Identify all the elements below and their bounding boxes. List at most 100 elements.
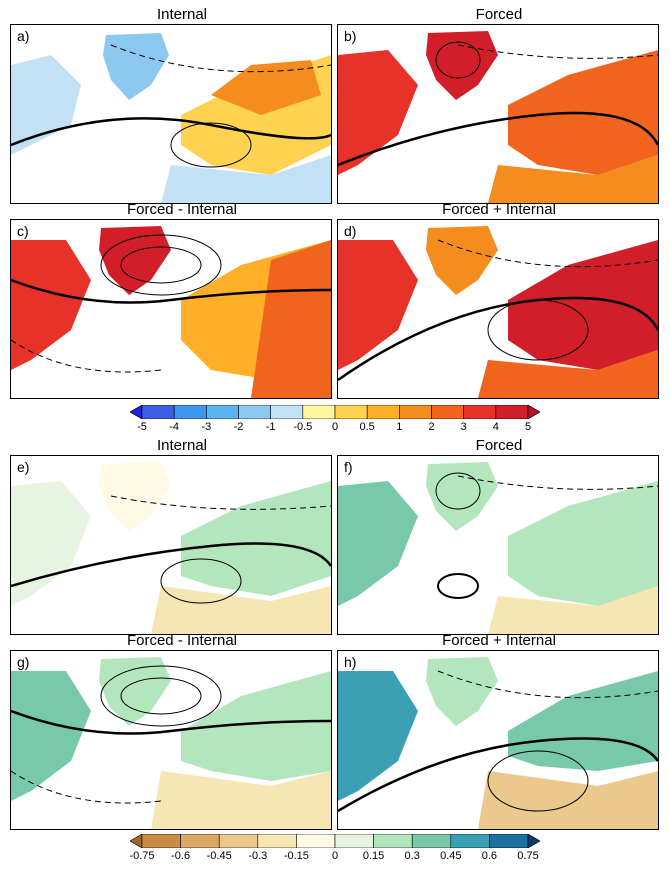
land-north-america	[11, 240, 91, 370]
map-panel-d: d)	[337, 219, 659, 399]
colorbar-temperature-swatch	[527, 404, 541, 420]
panel-tag-e: e)	[15, 459, 32, 475]
colorbar-temperature-swatch	[206, 404, 239, 420]
contour-low	[437, 670, 658, 699]
colorbar-temperature-tick-label: 0	[331, 421, 339, 433]
land-africa	[488, 155, 658, 203]
colorbar-precipitation-tick-label: -0.75	[129, 850, 155, 862]
land-africa	[488, 586, 658, 634]
land-greenland	[99, 226, 171, 295]
land-north-america	[338, 481, 418, 606]
panel-title-g: Forced - Internal	[126, 632, 238, 649]
map-panel-h: h)	[337, 650, 659, 830]
colorbar-precipitation-ticks: -0.75 -0.6 -0.45 -0.3 -0.15 0 0.15 0.3 0.45 0.6 0.…	[129, 850, 540, 864]
colorbar-precipitation-swatch	[527, 833, 541, 849]
contour-greenland	[435, 472, 481, 510]
land-east	[251, 240, 331, 398]
panel-title-b: Forced	[475, 6, 523, 23]
land-europe	[508, 240, 658, 370]
colorbar-precipitation-tick-label: 0.6	[481, 850, 498, 862]
colorbar-precipitation-swatch	[334, 833, 374, 849]
colorbar-temperature-swatch	[270, 404, 304, 420]
land-north-america	[338, 240, 418, 370]
map-panel-a: a)	[10, 24, 332, 204]
map-e	[11, 456, 331, 634]
colorbar-precipitation-swatch	[489, 833, 529, 849]
land-greenland	[99, 657, 171, 726]
colorbar-temperature-tick-label: -0.5	[293, 421, 313, 433]
contour-high	[160, 558, 242, 604]
colorbar-temperature-tick-label: 5	[524, 421, 532, 433]
land-scandinavia	[211, 60, 321, 115]
colorbar-precipitation-tick-label: 0.3	[404, 850, 420, 862]
contour-high	[487, 750, 589, 812]
panel-title-e: Internal	[156, 437, 208, 454]
colorbar-temperature-swatch	[141, 404, 175, 420]
colorbar-temperature-swatch	[366, 404, 400, 420]
map-panel-b: b)	[337, 24, 659, 204]
land-north-america	[11, 671, 91, 801]
land-north-america	[11, 55, 81, 155]
map-g	[11, 651, 331, 829]
colorbar-temperature-swatch	[495, 404, 529, 420]
colorbar-temperature-tick-label: -1	[265, 421, 276, 433]
colorbar-temperature-swatch	[302, 404, 336, 420]
colorbar-temperature-tick-label: -4	[169, 421, 180, 433]
colorbar-temperature-swatch	[129, 404, 143, 420]
colorbar-temperature-swatch	[463, 404, 497, 420]
contour-zero	[11, 709, 331, 735]
contour-high	[100, 665, 222, 727]
contour-high-inner	[120, 677, 202, 715]
colorbar-temperature-tick-label: 0.5	[359, 421, 375, 433]
contour-high-inner	[120, 246, 202, 284]
colorbar-temperature-tick-label: 1	[396, 421, 403, 433]
land-greenland	[426, 657, 498, 726]
colorbar-temperature-swatch	[238, 404, 271, 420]
land-europe	[508, 481, 658, 606]
contour-high	[170, 122, 252, 168]
land-north-america	[338, 50, 418, 175]
contour-zero	[11, 278, 331, 304]
panel-tag-a: a)	[15, 28, 32, 44]
map-b	[338, 25, 658, 203]
colorbar-temperature-ticks: -5 -4 -3 -2 -1 -0.5 0 0.5 1 2 3 4 5	[130, 421, 540, 435]
colorbar-precipitation-tick-label: -0.6	[171, 850, 191, 862]
panel-tag-g: g)	[15, 654, 32, 670]
map-h	[338, 651, 658, 829]
land-africa	[151, 771, 331, 829]
colorbar-temperature-swatch	[334, 404, 368, 420]
colorbar-precipitation-swatch	[450, 833, 490, 849]
colorbar-precipitation-swatch	[129, 833, 143, 849]
colorbar-precipitation	[129, 833, 541, 849]
colorbar-precipitation-tick-label: -0.15	[283, 850, 309, 862]
colorbar-precipitation-swatch	[180, 833, 220, 849]
contour-high	[437, 573, 479, 599]
land-greenland	[426, 462, 498, 531]
contour-low	[457, 475, 658, 490]
map-f	[338, 456, 658, 634]
contour-zero	[338, 737, 658, 813]
map-panel-c: c)	[10, 219, 332, 399]
panel-title-f: Forced	[475, 437, 523, 454]
colorbar-precipitation-swatch	[296, 833, 336, 849]
land-africa	[151, 586, 331, 634]
colorbar-temperature-tick-label: 2	[428, 421, 435, 433]
panel-title-d: Forced + Internal	[442, 201, 556, 218]
land-greenland	[426, 226, 498, 295]
colorbar-temperature-tick-label: 4	[492, 421, 499, 433]
colorbar-temperature-swatches	[129, 404, 541, 420]
map-panel-e: e)	[10, 455, 332, 635]
contour-low	[11, 770, 162, 804]
contour-zero	[11, 542, 331, 588]
colorbar-precipitation-tick-label: 0	[331, 850, 339, 862]
colorbar-temperature-swatch	[399, 404, 432, 420]
land-europe	[181, 481, 331, 596]
contour-zero	[338, 111, 658, 167]
panel-title-h: Forced + Internal	[442, 632, 556, 649]
land-europe	[181, 671, 331, 781]
panel-tag-c: c)	[15, 223, 31, 239]
panel-tag-h: h)	[342, 654, 359, 670]
colorbar-precipitation-swatch	[411, 833, 452, 849]
land-greenland	[103, 33, 169, 100]
map-panel-f: f)	[337, 455, 659, 635]
